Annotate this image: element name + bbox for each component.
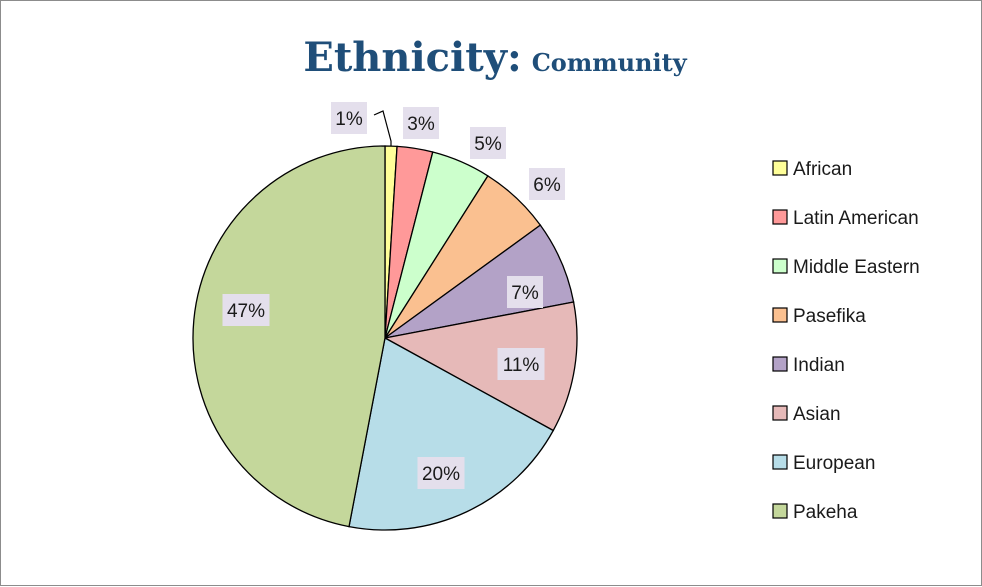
legend-swatch <box>772 405 788 421</box>
data-label-european: 20% <box>417 457 465 489</box>
legend-label: European <box>793 453 875 474</box>
data-labels: 1% 3% 5% 6% 7% 11% 20% 47% <box>222 102 565 489</box>
legend-label: Pasefika <box>793 306 866 327</box>
data-label-text: 11% <box>503 355 540 376</box>
legend-swatch <box>772 454 788 470</box>
chart-title: Ethnicity: Community <box>303 34 687 81</box>
pie-slice-european <box>348 336 555 531</box>
data-label-african: 1% <box>331 102 367 134</box>
legend-swatch <box>772 307 788 323</box>
legend: African Latin American Middle Eastern Pasef… <box>772 159 920 523</box>
legend-label: African <box>793 159 852 180</box>
legend-swatch <box>772 356 788 372</box>
legend-swatch <box>772 503 788 519</box>
data-label-middle-eastern: 5% <box>470 127 506 159</box>
legend-label: Latin American <box>793 208 919 229</box>
legend-item-indian: Indian <box>772 355 845 376</box>
chart-title-main: Ethnicity: <box>303 34 521 81</box>
legend-swatch <box>772 209 788 225</box>
data-label-background <box>417 457 465 489</box>
pie-slice-asian <box>383 301 578 432</box>
data-label-latin-american: 3% <box>403 107 439 139</box>
leader-lines <box>373 110 392 147</box>
data-label-pasefika: 6% <box>529 168 565 200</box>
legend-swatch <box>772 258 788 274</box>
legend-item-asian: Asian <box>772 404 841 425</box>
data-label-text: 5% <box>474 134 502 155</box>
legend-item-african: African <box>772 159 852 180</box>
data-label-text: 3% <box>407 114 435 135</box>
pie-slices <box>192 145 578 531</box>
data-label-text: 47% <box>227 301 265 322</box>
data-label-background <box>222 294 270 326</box>
data-label-text: 6% <box>533 175 561 196</box>
chart-subtitle: Community <box>532 48 688 77</box>
data-label-text: 7% <box>511 283 539 304</box>
data-label-background <box>497 348 545 380</box>
data-label-background <box>403 107 439 139</box>
legend-label: Middle Eastern <box>793 257 920 278</box>
data-label-text: 1% <box>335 109 363 130</box>
legend-item-latin-american: Latin American <box>772 208 919 229</box>
legend-item-european: European <box>772 453 875 474</box>
data-label-background <box>331 102 367 134</box>
pie-slice-pakeha <box>192 145 386 528</box>
data-label-text: 20% <box>422 464 460 485</box>
legend-label: Asian <box>793 404 841 425</box>
data-label-background <box>529 168 565 200</box>
legend-swatch <box>772 160 788 176</box>
legend-item-middle-eastern: Middle Eastern <box>772 257 920 278</box>
data-label-pakeha: 47% <box>222 294 270 326</box>
data-label-background <box>507 276 543 308</box>
data-label-asian: 11% <box>497 348 545 380</box>
legend-item-pakeha: Pakeha <box>772 502 858 523</box>
data-label-indian: 7% <box>507 276 543 308</box>
legend-item-pasefika: Pasefika <box>772 306 866 327</box>
leader-line-african <box>373 110 392 147</box>
data-label-background <box>470 127 506 159</box>
legend-label: Indian <box>793 355 845 376</box>
legend-label: Pakeha <box>793 502 858 523</box>
